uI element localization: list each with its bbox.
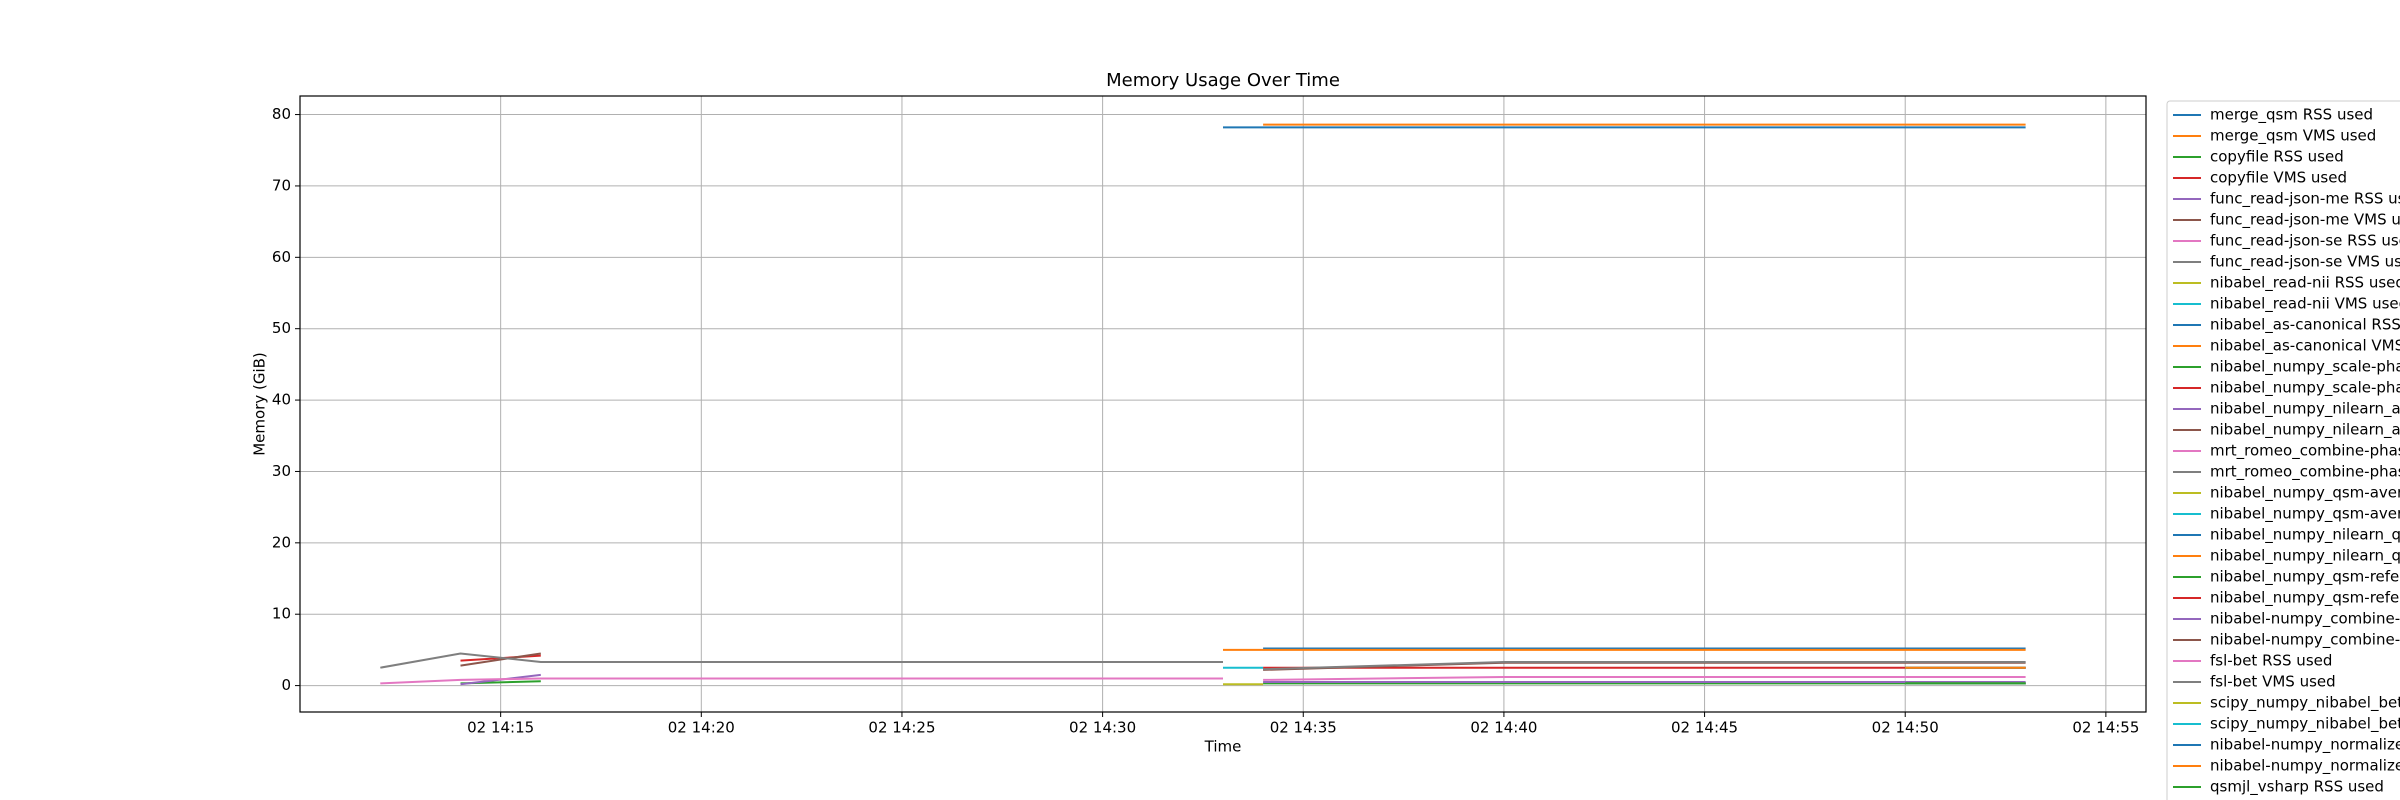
legend-label: scipy_numpy_nibabel_bet_ bbox=[2210, 694, 2400, 713]
y-tick-label: 0 bbox=[281, 676, 291, 694]
series-line bbox=[380, 652, 1223, 669]
series-line bbox=[460, 652, 541, 667]
legend-label: nibabel_numpy_qsm-avera bbox=[2210, 505, 2400, 524]
legend-label: qsmjl_vsharp RSS used bbox=[2210, 778, 2384, 797]
series-line bbox=[380, 677, 1223, 685]
legend-label: nibabel-numpy_combine-m bbox=[2210, 631, 2400, 650]
x-axis-label: Time bbox=[1204, 738, 1242, 756]
x-tick-label: 02 14:15 bbox=[467, 719, 534, 737]
x-tick-label: 02 14:40 bbox=[1470, 719, 1537, 737]
legend-label: nibabel-numpy_combine-m bbox=[2210, 610, 2400, 629]
legend-label: func_read-json-se VMS usec bbox=[2210, 253, 2400, 272]
series-line bbox=[1263, 661, 2026, 671]
legend-label: func_read-json-me RSS use bbox=[2210, 190, 2400, 209]
y-axis-label: Memory (GiB) bbox=[251, 352, 269, 456]
legend-label: copyfile VMS used bbox=[2210, 169, 2347, 187]
y-tick-label: 40 bbox=[272, 391, 291, 409]
x-tick-label: 02 14:20 bbox=[668, 719, 735, 737]
legend-label: nibabel-numpy_normalize-f bbox=[2210, 757, 2400, 776]
legend-label: mrt_romeo_combine-phase bbox=[2210, 463, 2400, 482]
legend-label: nibabel_numpy_nilearn_axi bbox=[2210, 421, 2400, 440]
legend-label: fsl-bet RSS used bbox=[2210, 652, 2332, 670]
legend-label: nibabel_numpy_qsm-refere bbox=[2210, 568, 2400, 587]
legend-label: nibabel_read-nii RSS used bbox=[2210, 274, 2400, 293]
x-tick-label: 02 14:55 bbox=[2072, 719, 2139, 737]
y-tick-label: 80 bbox=[272, 105, 291, 123]
legend-label: copyfile RSS used bbox=[2210, 148, 2344, 166]
x-tick-label: 02 14:35 bbox=[1270, 719, 1337, 737]
legend-label: nibabel_numpy_qsm-refere bbox=[2210, 589, 2400, 608]
legend-label: nibabel_numpy_scale-phas bbox=[2210, 379, 2400, 398]
legend-label: nibabel_numpy_scale-phase bbox=[2210, 358, 2400, 377]
legend-label: fsl-bet VMS used bbox=[2210, 673, 2336, 691]
legend-label: merge_qsm RSS used bbox=[2210, 106, 2373, 125]
legend-label: nibabel_as-canonical VMS u bbox=[2210, 337, 2400, 356]
y-tick-label: 30 bbox=[272, 462, 291, 480]
legend-label: func_read-json-se RSS usec bbox=[2210, 232, 2400, 251]
y-tick-label: 20 bbox=[272, 533, 291, 551]
legend-label: nibabel-numpy_normalize-f bbox=[2210, 736, 2400, 755]
series-line bbox=[1263, 676, 2026, 681]
legend-label: merge_qsm VMS used bbox=[2210, 127, 2376, 146]
x-tick-label: 02 14:50 bbox=[1872, 719, 1939, 737]
x-tick-label: 02 14:30 bbox=[1069, 719, 1136, 737]
plot-frame bbox=[299, 95, 2147, 713]
y-tick-label: 50 bbox=[272, 319, 291, 337]
legend-box bbox=[2166, 100, 2400, 800]
legend-label: nibabel_numpy_nilearn_qsr bbox=[2210, 547, 2400, 566]
legend-label: nibabel_numpy_nilearn_qsr bbox=[2210, 526, 2400, 545]
legend-label: nibabel_numpy_qsm-avera bbox=[2210, 484, 2400, 503]
y-tick-label: 60 bbox=[272, 248, 291, 266]
y-tick-label: 10 bbox=[272, 605, 291, 623]
legend-label: mrt_romeo_combine-phase bbox=[2210, 442, 2400, 461]
legend-label: scipy_numpy_nibabel_bet_ bbox=[2210, 715, 2400, 734]
x-tick-label: 02 14:45 bbox=[1671, 719, 1738, 737]
legend-label: nibabel_as-canonical RSS u bbox=[2210, 316, 2400, 335]
x-tick-label: 02 14:25 bbox=[868, 719, 935, 737]
chart-title: Memory Usage Over Time bbox=[1106, 70, 1340, 91]
y-tick-label: 70 bbox=[272, 176, 291, 194]
legend-label: func_read-json-me VMS use bbox=[2210, 211, 2400, 230]
legend-label: nibabel_numpy_nilearn_axi bbox=[2210, 400, 2400, 419]
legend-label: nibabel_read-nii VMS used bbox=[2210, 295, 2400, 314]
